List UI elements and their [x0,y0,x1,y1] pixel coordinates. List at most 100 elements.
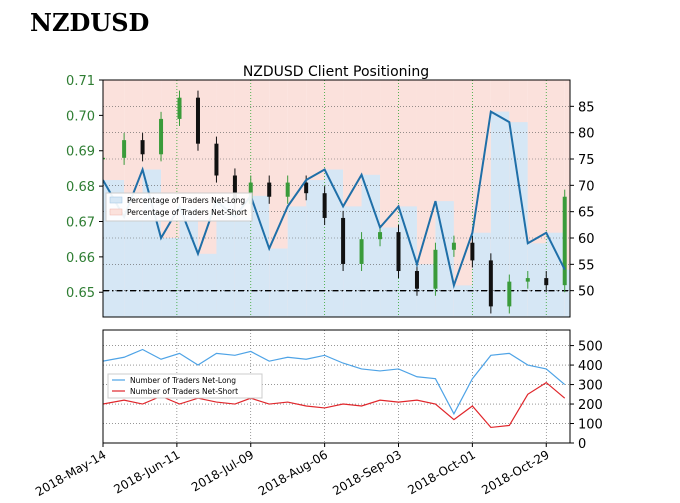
net-long-shade [179,206,198,317]
right-tick-label: 65 [578,206,595,221]
net-long-shade [142,169,162,317]
left-tick-label: 0.71 [66,74,95,89]
net-long-shade [124,216,143,317]
bottom-gridlines [103,330,570,443]
net-long-shade [197,253,217,317]
net-short-shade [453,80,473,317]
net-long-shade [527,243,547,317]
price-candle [195,97,200,144]
net-long-shade [343,206,362,317]
price-candle [562,196,567,286]
right-tick-label: 400 [578,359,603,374]
net-long-shade [416,264,436,317]
legend-swatch-net-short [109,208,123,216]
price-candle [177,97,182,119]
right-tick-label: 80 [578,127,595,142]
price-candle [341,217,346,264]
right-tick-label: 75 [578,153,595,168]
top-gridlines [103,80,570,317]
net-long-shade [216,201,235,317]
price-candle [507,281,512,307]
price-candle [122,140,127,158]
top-legend-box [105,192,253,222]
legend-label-net-long: Percentage of Traders Net-Long [127,196,245,205]
net-long-shade [509,122,528,317]
top-legend: Percentage of Traders Net-Long Percentag… [105,192,253,222]
bottom-right-axis-ticks: 0 100 200 300 400 500 [570,340,603,452]
net-long-shade [324,169,344,317]
price-candle [396,232,401,272]
price-candle [470,242,475,261]
right-tick-label: 500 [578,340,603,355]
bottom-legend: Number of Traders Net-Long Number of Tra… [107,373,263,399]
left-tick-label: 0.69 [66,145,95,160]
price-candle [140,140,145,155]
net-long-shade [435,201,454,317]
left-tick-label: 0.66 [66,251,95,266]
right-tick-label: 70 [578,179,595,194]
price-candle [359,239,364,264]
right-tick-label: 200 [578,398,603,413]
x-tick-label: 2018-May-14 [33,447,108,499]
price-candle [214,143,219,176]
x-tick-label: 2018-Aug-06 [256,447,330,498]
price-candle [433,249,438,289]
x-tick-label: 2018-Jul-09 [189,447,256,494]
left-tick-label: 0.70 [66,109,95,124]
right-tick-label: 300 [578,379,603,394]
x-tick-label: 2018-Sep-03 [330,447,404,498]
price-candle [267,182,272,197]
traders-net-long-line [103,348,566,416]
top-panel: 0.65 0.66 0.67 0.68 0.69 0.70 0.71 50 55 60 65 70 7… [66,74,595,318]
price-candle [544,278,549,286]
net-long-shade [234,216,251,317]
bottom-panel: 0 100 200 300 400 500 Number of Traders Net-L… [102,329,603,452]
price-candle [232,175,237,204]
right-tick-label: 100 [578,418,603,433]
net-long-shade [380,227,399,317]
traders-net-short-line [103,381,566,429]
net-long-shade [398,206,417,317]
price-candle [103,157,105,160]
page-title: NZDUSD [30,8,150,37]
right-tick-label: 60 [578,232,595,247]
net-long-shade [287,206,307,317]
legend-label-net-short: Percentage of Traders Net-Short [127,208,247,217]
right-tick-label: 0 [578,437,586,452]
price-candle [159,118,164,155]
bottom-legend-box [107,373,263,399]
net-short-shade [416,80,436,317]
x-tick-label: 2018-Oct-29 [479,447,551,497]
x-tick-label: 2018-Jun-11 [111,447,182,496]
net-position-shading [103,80,570,317]
net-long-shade [490,111,510,317]
price-candle [322,193,327,218]
price-candle [488,260,493,307]
net-long-shade [546,232,565,317]
x-tick-label: 2018-Oct-01 [405,447,477,497]
legend-label-traders-short: Number of Traders Net-Short [130,387,238,396]
x-axis-ticks: 2018-May-14 2018-Jun-11 2018-Jul-09 2018-Au… [33,443,552,499]
right-tick-label: 50 [578,285,595,300]
left-tick-label: 0.68 [66,180,95,195]
net-long-shade [306,180,325,317]
right-tick-label: 55 [578,258,595,273]
right-tick-label: 85 [578,100,595,115]
price-candle [285,182,290,197]
left-tick-label: 0.67 [66,215,95,230]
net-long-shade [472,232,491,317]
price-candle [414,271,419,289]
right-axis-ticks: 50 55 60 65 70 75 80 85 [570,100,595,300]
top-panel-frame [102,79,571,318]
trader-count-series [103,348,566,429]
net-long-shade [269,248,288,317]
legend-label-traders-long: Number of Traders Net-Long [130,376,236,385]
net-long-shade [250,195,270,317]
bottom-panel-frame [102,329,571,444]
price-candle [304,182,309,194]
net-long-shade [161,238,180,317]
net-long-shade [453,285,473,317]
price-candle [525,278,530,282]
net-long-shade [564,269,570,317]
